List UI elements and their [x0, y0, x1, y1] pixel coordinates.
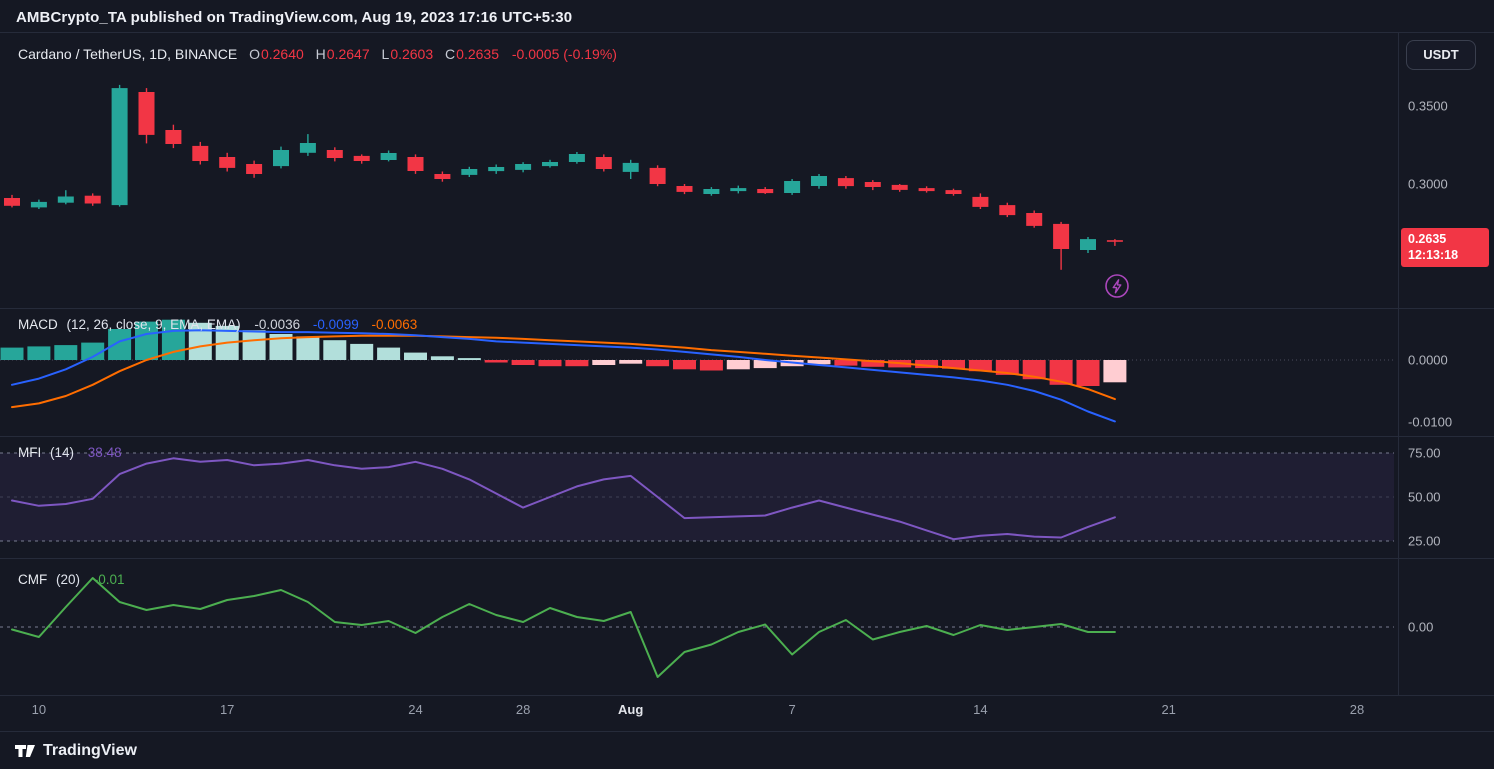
symbol-legend[interactable]: Cardano / TetherUS, 1D, BINANCE O0.2640 …	[18, 46, 617, 62]
close-value: 0.2635	[456, 46, 499, 62]
high-value: 0.2647	[326, 46, 370, 62]
time-axis-label: 21	[1161, 702, 1176, 717]
time-axis-label: 10	[31, 702, 47, 717]
y-axis-label: 0.3000	[1408, 176, 1448, 192]
macd-pane-canvas[interactable]	[0, 308, 1398, 436]
pane-separator	[0, 695, 1494, 696]
cmf-params: (20)	[56, 572, 81, 587]
cmf-title[interactable]: CMF	[18, 572, 48, 587]
time-scale[interactable]: 10 17 24 28 Aug 7 14 21 28	[0, 695, 1398, 731]
ohlc-high: H0.2647	[316, 46, 370, 62]
mfi-legend[interactable]: MFI (14) 38.48	[18, 445, 131, 460]
macd-signal-value: -0.0063	[371, 317, 418, 332]
currency-toggle-button[interactable]: USDT	[1406, 40, 1476, 70]
time-axis-label: 7	[788, 702, 796, 717]
footer-bar: TradingView	[0, 731, 1494, 769]
macd-legend[interactable]: MACD (12, 26, close, 9, EMA, EMA) -0.003…	[18, 317, 426, 332]
y-axis-label: 75.00	[1408, 445, 1441, 461]
open-value: 0.2640	[260, 46, 304, 62]
pane-separator[interactable]	[0, 308, 1494, 309]
close-label: C	[445, 46, 456, 62]
lightning-boost-icon[interactable]	[1104, 273, 1130, 299]
publish-title: AMBCrypto_TA published on TradingView.co…	[16, 9, 573, 26]
y-axis-label: 0.3500	[1408, 98, 1448, 114]
cmf-value: -0.01	[93, 572, 125, 587]
ohlc-open: O0.2640	[249, 46, 304, 62]
open-label: O	[249, 46, 260, 62]
time-axis-label: Aug	[618, 702, 644, 717]
last-price-value: 0.2635	[1408, 231, 1447, 246]
cmf-legend[interactable]: CMF (20) -0.01	[18, 572, 134, 587]
price-scale-border	[1398, 32, 1399, 695]
time-axis-label: 24	[408, 702, 423, 717]
publish-header: AMBCrypto_TA published on TradingView.co…	[0, 0, 1494, 32]
low-value: 0.2603	[390, 46, 434, 62]
pane-separator	[0, 32, 1494, 33]
time-axis-label: 28	[515, 702, 531, 717]
time-axis-label: 28	[1349, 702, 1365, 717]
macd-line-value: -0.0099	[312, 317, 359, 332]
cmf-pane-canvas[interactable]	[0, 558, 1398, 695]
mfi-params: (14)	[50, 445, 75, 460]
macd-title[interactable]: MACD	[18, 317, 58, 332]
price-pane-canvas[interactable]	[0, 32, 1398, 308]
price-change: -0.0005 (-0.19%)	[511, 46, 617, 62]
lightning-icon	[1105, 274, 1129, 298]
ohlc-close: C0.2635	[445, 46, 499, 62]
mfi-title[interactable]: MFI	[18, 445, 42, 460]
pane-separator[interactable]	[0, 558, 1494, 559]
pane-separator[interactable]	[0, 436, 1494, 437]
tradingview-wordmark: TradingView	[43, 742, 137, 759]
y-axis-label: 25.00	[1408, 533, 1441, 549]
macd-params: (12, 26, close, 9, EMA, EMA)	[66, 317, 241, 332]
macd-hist-value: -0.0036	[254, 317, 301, 332]
y-axis-label: 0.0000	[1408, 352, 1448, 368]
low-label: L	[381, 46, 390, 62]
mfi-value: 38.48	[87, 445, 122, 460]
y-axis-label: 0.00	[1408, 619, 1434, 635]
ohlc-low: L0.2603	[382, 46, 434, 62]
bar-countdown: 12:13:18	[1408, 247, 1459, 262]
y-axis-label: -0.0100	[1408, 414, 1453, 430]
tradingview-logo-icon	[15, 745, 35, 757]
y-axis-label: 50.00	[1408, 489, 1441, 505]
symbol-title[interactable]: Cardano / TetherUS, 1D, BINANCE	[18, 46, 238, 62]
price-scale[interactable]: 0.3500 0.3000 0.0000 -0.0100 75.00 50.00 25.00…	[1398, 32, 1494, 695]
tradingview-logo-link[interactable]: TradingView	[14, 740, 137, 762]
last-price-badge: 0.2635 12:13:18	[1401, 227, 1489, 267]
time-axis-label: 17	[219, 702, 235, 717]
high-label: H	[315, 46, 326, 62]
mfi-pane-canvas[interactable]	[0, 436, 1398, 558]
time-axis-label: 14	[973, 702, 988, 717]
